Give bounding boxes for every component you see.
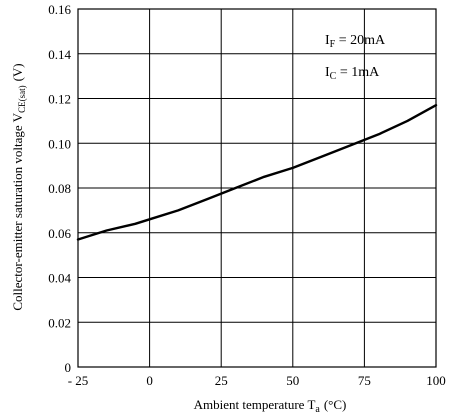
annotation-ic: IC = 1mA [325,65,380,82]
series-line [76,104,438,241]
x-tick-label: 75 [358,373,371,388]
x-tick-label: - 25 [68,373,89,388]
y-tick-label: 0.04 [48,271,71,286]
y-tick-label: 0.02 [48,315,71,330]
y-tick-label: 0.14 [48,47,71,62]
x-tick-label: 100 [426,373,446,388]
x-axis-title: Ambient temperature Ta (°C) [194,397,347,414]
annotation-if: IF = 20mA [325,33,386,50]
y-tick-label: 0.10 [48,136,71,151]
y-axis-title: Collector-emitter saturation voltage VCE… [10,63,27,310]
x-axis-tick-labels: - 25 0 25 50 75 100 [68,373,446,388]
annotations: IF = 20mA IC = 1mA [325,33,386,82]
x-tick-label: 50 [286,373,299,388]
x-tick-label: 25 [215,373,228,388]
grid-lines [78,9,436,367]
y-tick-label: 0.06 [48,226,71,241]
y-tick-label: 0.12 [48,92,71,107]
y-axis-tick-labels: 0 0.02 0.04 0.06 0.08 0.10 0.12 0.14 0.16 [48,2,71,375]
x-tick-label: 0 [146,373,153,388]
y-tick-label: 0 [65,360,72,375]
plot-frame [77,8,437,368]
y-tick-label: 0.08 [48,181,71,196]
y-tick-label: 0.16 [48,2,71,17]
